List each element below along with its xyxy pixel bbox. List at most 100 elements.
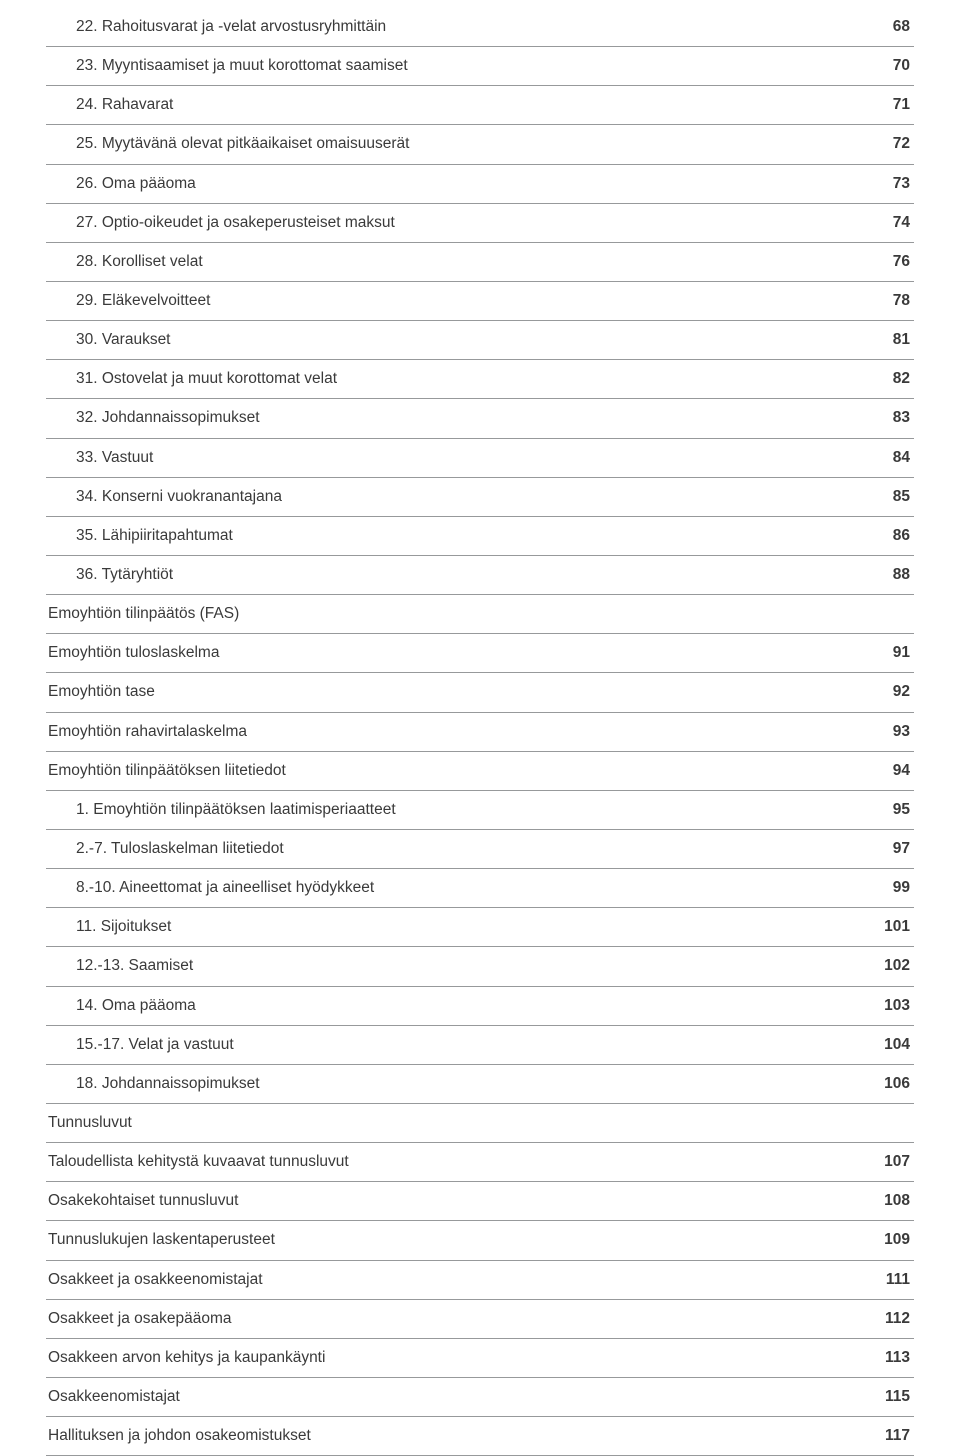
toc-row[interactable]: 26. Oma pääoma 73 (46, 165, 914, 204)
toc-title: 22. Rahoitusvarat ja -velat arvostusryhm… (76, 17, 386, 37)
toc-title: 14. Oma pääoma (76, 996, 196, 1016)
toc-row[interactable]: Osakkeenomistajat 115 (46, 1378, 914, 1417)
toc-row[interactable]: 24. Rahavarat 71 (46, 86, 914, 125)
toc-title: 30. Varaukset (76, 330, 171, 350)
toc-title: Emoyhtiön tilinpäätöksen liitetiedot (48, 761, 286, 781)
toc-row[interactable]: Emoyhtiön rahavirtalaskelma 93 (46, 713, 914, 752)
toc-title: 34. Konserni vuokranantajana (76, 487, 282, 507)
toc-title: 8.-10. Aineettomat ja aineelliset hyödyk… (76, 878, 374, 898)
table-of-contents: 22. Rahoitusvarat ja -velat arvostusryhm… (46, 8, 914, 1456)
toc-page-number: 81 (893, 331, 912, 349)
toc-title: 1. Emoyhtiön tilinpäätöksen laatimisperi… (76, 800, 396, 820)
toc-page-number: 108 (884, 1192, 912, 1210)
toc-row[interactable]: Tunnuslukujen laskentaperusteet109 (46, 1221, 914, 1260)
toc-row[interactable]: 29. Eläkevelvoitteet 78 (46, 282, 914, 321)
toc-row[interactable]: 12.-13. Saamiset102 (46, 947, 914, 986)
toc-page-number: 112 (885, 1310, 912, 1328)
toc-page-number: 88 (893, 566, 912, 584)
toc-row[interactable]: Osakkeet ja osakkeenomistajat111 (46, 1261, 914, 1300)
toc-title: 25. Myytävänä olevat pitkäaikaiset omais… (76, 134, 409, 154)
toc-page-number: 71 (893, 96, 912, 114)
toc-title: Emoyhtiön rahavirtalaskelma (48, 722, 247, 742)
toc-row[interactable]: 14. Oma pääoma 103 (46, 987, 914, 1026)
toc-title: 35. Lähipiiritapahtumat (76, 526, 233, 546)
toc-title: Tunnusluvut (48, 1114, 132, 1131)
toc-page-number: 113 (885, 1349, 912, 1367)
toc-title: 18. Johdannaissopimukset (76, 1074, 260, 1094)
toc-title: Osakkeenomistajat (48, 1387, 180, 1407)
toc-row[interactable]: Osakekohtaiset tunnusluvut 108 (46, 1182, 914, 1221)
toc-row[interactable]: 36. Tytäryhtiöt88 (46, 556, 914, 595)
toc-page-number: 78 (893, 292, 912, 310)
toc-page-number: 97 (893, 840, 912, 858)
toc-page-number: 103 (884, 997, 912, 1015)
toc-page-number: 104 (884, 1036, 912, 1054)
toc-title: Osakkeen arvon kehitys ja kaupankäynti (48, 1348, 325, 1368)
toc-row[interactable]: 27. Optio-oikeudet ja osakeperusteiset m… (46, 204, 914, 243)
toc-page-number: 68 (893, 18, 912, 36)
toc-row[interactable]: 23. Myyntisaamiset ja muut korottomat sa… (46, 47, 914, 86)
toc-title: 24. Rahavarat (76, 95, 173, 115)
toc-title: 15.-17. Velat ja vastuut (76, 1035, 234, 1055)
toc-title: 32. Johdannaissopimukset (76, 408, 260, 428)
toc-title: Emoyhtiön tase (48, 682, 155, 702)
toc-page-number: 73 (893, 175, 912, 193)
toc-title: 31. Ostovelat ja muut korottomat velat (76, 369, 337, 389)
toc-row[interactable]: Emoyhtiön tilinpäätöksen liitetiedot 94 (46, 752, 914, 791)
toc-row[interactable]: 25. Myytävänä olevat pitkäaikaiset omais… (46, 125, 914, 164)
toc-row[interactable]: 31. Ostovelat ja muut korottomat velat82 (46, 360, 914, 399)
toc-row[interactable]: Osakkeet ja osakepääoma 112 (46, 1300, 914, 1339)
toc-row[interactable]: 35. Lähipiiritapahtumat 86 (46, 517, 914, 556)
toc-page-number: 117 (885, 1427, 912, 1445)
toc-row[interactable]: 30. Varaukset 81 (46, 321, 914, 360)
toc-title: Taloudellista kehitystä kuvaavat tunnusl… (48, 1152, 349, 1172)
toc-page-number: 70 (893, 57, 912, 75)
toc-row[interactable]: Emoyhtiön tuloslaskelma 91 (46, 634, 914, 673)
toc-page-number: 84 (893, 449, 912, 467)
toc-row[interactable]: 11. Sijoitukset 101 (46, 908, 914, 947)
toc-row[interactable]: 1. Emoyhtiön tilinpäätöksen laatimisperi… (46, 791, 914, 830)
toc-title: 23. Myyntisaamiset ja muut korottomat sa… (76, 56, 408, 76)
toc-row[interactable]: Taloudellista kehitystä kuvaavat tunnusl… (46, 1143, 914, 1182)
toc-row[interactable]: Emoyhtiön tase 92 (46, 673, 914, 712)
toc-title: Osakekohtaiset tunnusluvut (48, 1191, 238, 1211)
toc-row[interactable]: 34. Konserni vuokranantajana 85 (46, 478, 914, 517)
toc-title: 28. Korolliset velat (76, 252, 203, 272)
toc-title: Emoyhtiön tilinpäätös (FAS) (48, 605, 239, 622)
toc-title: Osakkeet ja osakepääoma (48, 1309, 232, 1329)
toc-title: 12.-13. Saamiset (76, 956, 193, 976)
toc-title: Emoyhtiön tuloslaskelma (48, 643, 219, 663)
toc-row[interactable]: 18. Johdannaissopimukset106 (46, 1065, 914, 1104)
toc-row[interactable]: 33. Vastuut84 (46, 439, 914, 478)
toc-page-number: 95 (893, 801, 912, 819)
toc-row[interactable]: 15.-17. Velat ja vastuut 104 (46, 1026, 914, 1065)
toc-page-number: 85 (893, 488, 912, 506)
toc-page-number: 76 (893, 253, 912, 271)
toc-page-number: 83 (893, 409, 912, 427)
toc-page-number: 111 (886, 1271, 912, 1289)
toc-page-number: 72 (893, 135, 912, 153)
toc-title: Hallituksen ja johdon osakeomistukset (48, 1426, 311, 1446)
toc-title: 27. Optio-oikeudet ja osakeperusteiset m… (76, 213, 395, 233)
toc-title: 29. Eläkevelvoitteet (76, 291, 210, 311)
toc-row[interactable]: Osakkeen arvon kehitys ja kaupankäynti 11… (46, 1339, 914, 1378)
toc-page-number: 92 (893, 683, 912, 701)
toc-page-number: 86 (893, 527, 912, 545)
toc-page-number: 107 (884, 1153, 912, 1171)
toc-row[interactable]: Hallituksen ja johdon osakeomistukset 117 (46, 1417, 914, 1456)
toc-row[interactable]: 28. Korolliset velat 76 (46, 243, 914, 282)
toc-row[interactable]: 2.-7. Tuloslaskelman liitetiedot97 (46, 830, 914, 869)
toc-page-number: 115 (885, 1388, 912, 1406)
toc-page-number: 74 (893, 214, 912, 232)
toc-page-number: 99 (893, 879, 912, 897)
toc-title: 26. Oma pääoma (76, 174, 196, 194)
toc-page-number: 93 (893, 723, 912, 741)
toc-row[interactable]: 32. Johdannaissopimukset 83 (46, 399, 914, 438)
toc-page-number: 91 (893, 644, 912, 662)
toc-row[interactable]: 22. Rahoitusvarat ja -velat arvostusryhm… (46, 8, 914, 47)
toc-title: Tunnuslukujen laskentaperusteet (48, 1230, 275, 1250)
toc-page-number: 94 (893, 762, 912, 780)
toc-title: 11. Sijoitukset (76, 917, 171, 937)
toc-page-number: 101 (884, 918, 912, 936)
toc-row[interactable]: 8.-10. Aineettomat ja aineelliset hyödyk… (46, 869, 914, 908)
